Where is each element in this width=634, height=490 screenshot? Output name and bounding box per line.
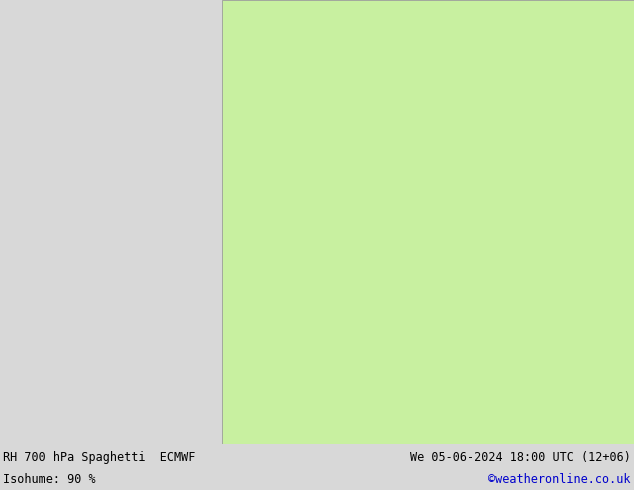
Text: Isohume: 90 %: Isohume: 90 %	[3, 473, 96, 487]
Polygon shape	[222, 0, 634, 444]
Text: RH 700 hPa Spaghetti  ECMWF: RH 700 hPa Spaghetti ECMWF	[3, 451, 195, 464]
Text: We 05-06-2024 18:00 UTC (12+06): We 05-06-2024 18:00 UTC (12+06)	[410, 451, 631, 464]
Text: ©weatheronline.co.uk: ©weatheronline.co.uk	[488, 473, 631, 487]
